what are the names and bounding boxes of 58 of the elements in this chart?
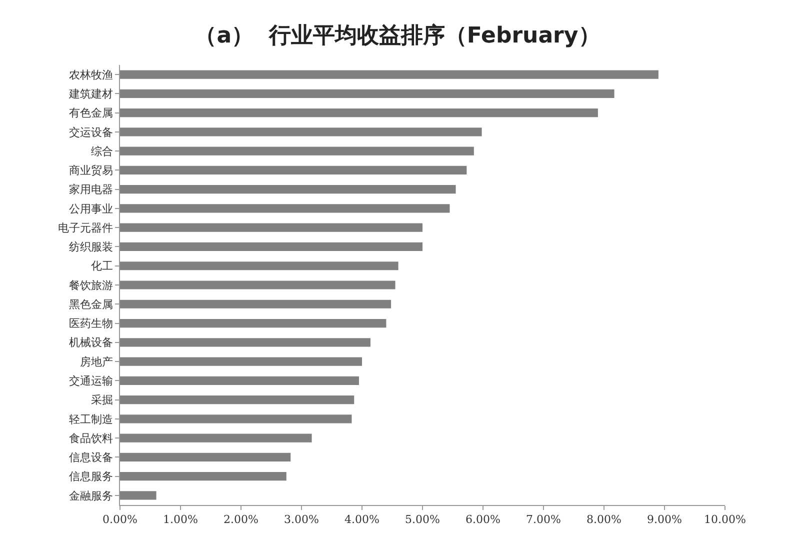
y-tick-label: 房地产	[80, 355, 113, 368]
bar	[120, 472, 286, 481]
y-tick-label: 轻工制造	[68, 412, 113, 426]
y-tick-label: 餐饮旅游	[68, 278, 113, 292]
y-tick-label: 纺织服装	[68, 240, 113, 254]
y-tick-label: 医药生物	[68, 317, 113, 330]
chart-title: （a） 行业平均收益排序（February）	[194, 22, 600, 49]
x-tick-label: 6.00%	[466, 513, 500, 526]
bar	[120, 70, 658, 79]
y-tick-label: 家用电器	[68, 183, 113, 196]
x-tick-label: 10.00%	[704, 513, 746, 526]
x-tick-label: 0.00%	[102, 513, 138, 526]
x-tick-label: 5.00%	[405, 513, 440, 526]
y-tick-label: 交通运输	[68, 374, 113, 388]
y-tick-label: 信息服务	[68, 470, 113, 484]
bar	[120, 280, 396, 290]
bar	[120, 491, 156, 500]
x-tick-label: 2.00%	[224, 513, 258, 526]
y-tick-label: 交运设备	[68, 126, 113, 139]
y-tick-label: 采掘	[90, 394, 113, 407]
y-tick-label: 商业贸易	[68, 164, 113, 178]
bar	[120, 395, 354, 404]
bar	[120, 166, 467, 175]
x-tick-label: 3.00%	[284, 513, 319, 526]
x-tick-label: 1.00%	[163, 513, 198, 526]
y-tick-label: 机械设备	[68, 336, 113, 350]
y-tick-label: 综合	[90, 144, 113, 158]
y-tick-label: 信息设备	[68, 451, 113, 464]
bar	[120, 434, 312, 442]
bar	[120, 262, 398, 270]
bar	[120, 242, 422, 252]
y-tick-label: 电子元器件	[58, 221, 113, 234]
y-tick-label: 有色金属	[68, 106, 113, 120]
bar	[120, 204, 450, 213]
bar	[120, 185, 456, 194]
bar	[120, 338, 370, 347]
bar	[120, 300, 392, 308]
x-tick-label: 4.00%	[344, 513, 380, 526]
y-tick-label: 黑色金属	[68, 298, 113, 311]
y-tick-label: 公用事业	[68, 202, 113, 216]
x-tick-label: 7.00%	[526, 513, 561, 526]
x-tick-label: 9.00%	[647, 513, 682, 526]
y-tick-label: 化工	[90, 260, 113, 273]
bar	[120, 414, 352, 424]
bar	[120, 89, 614, 98]
bar	[120, 146, 474, 156]
x-tick-label: 8.00%	[586, 513, 622, 526]
y-tick-label: 建筑建材	[68, 88, 113, 101]
y-tick-label: 食品饮料	[68, 432, 113, 445]
bar	[120, 108, 598, 118]
bar	[120, 376, 359, 385]
y-tick-label: 农林牧渔	[68, 68, 113, 82]
bar	[120, 318, 386, 328]
bar	[120, 128, 482, 136]
bar	[120, 223, 422, 232]
y-tick-label: 金融服务	[68, 489, 113, 502]
bar	[120, 357, 362, 366]
bar	[120, 452, 291, 462]
